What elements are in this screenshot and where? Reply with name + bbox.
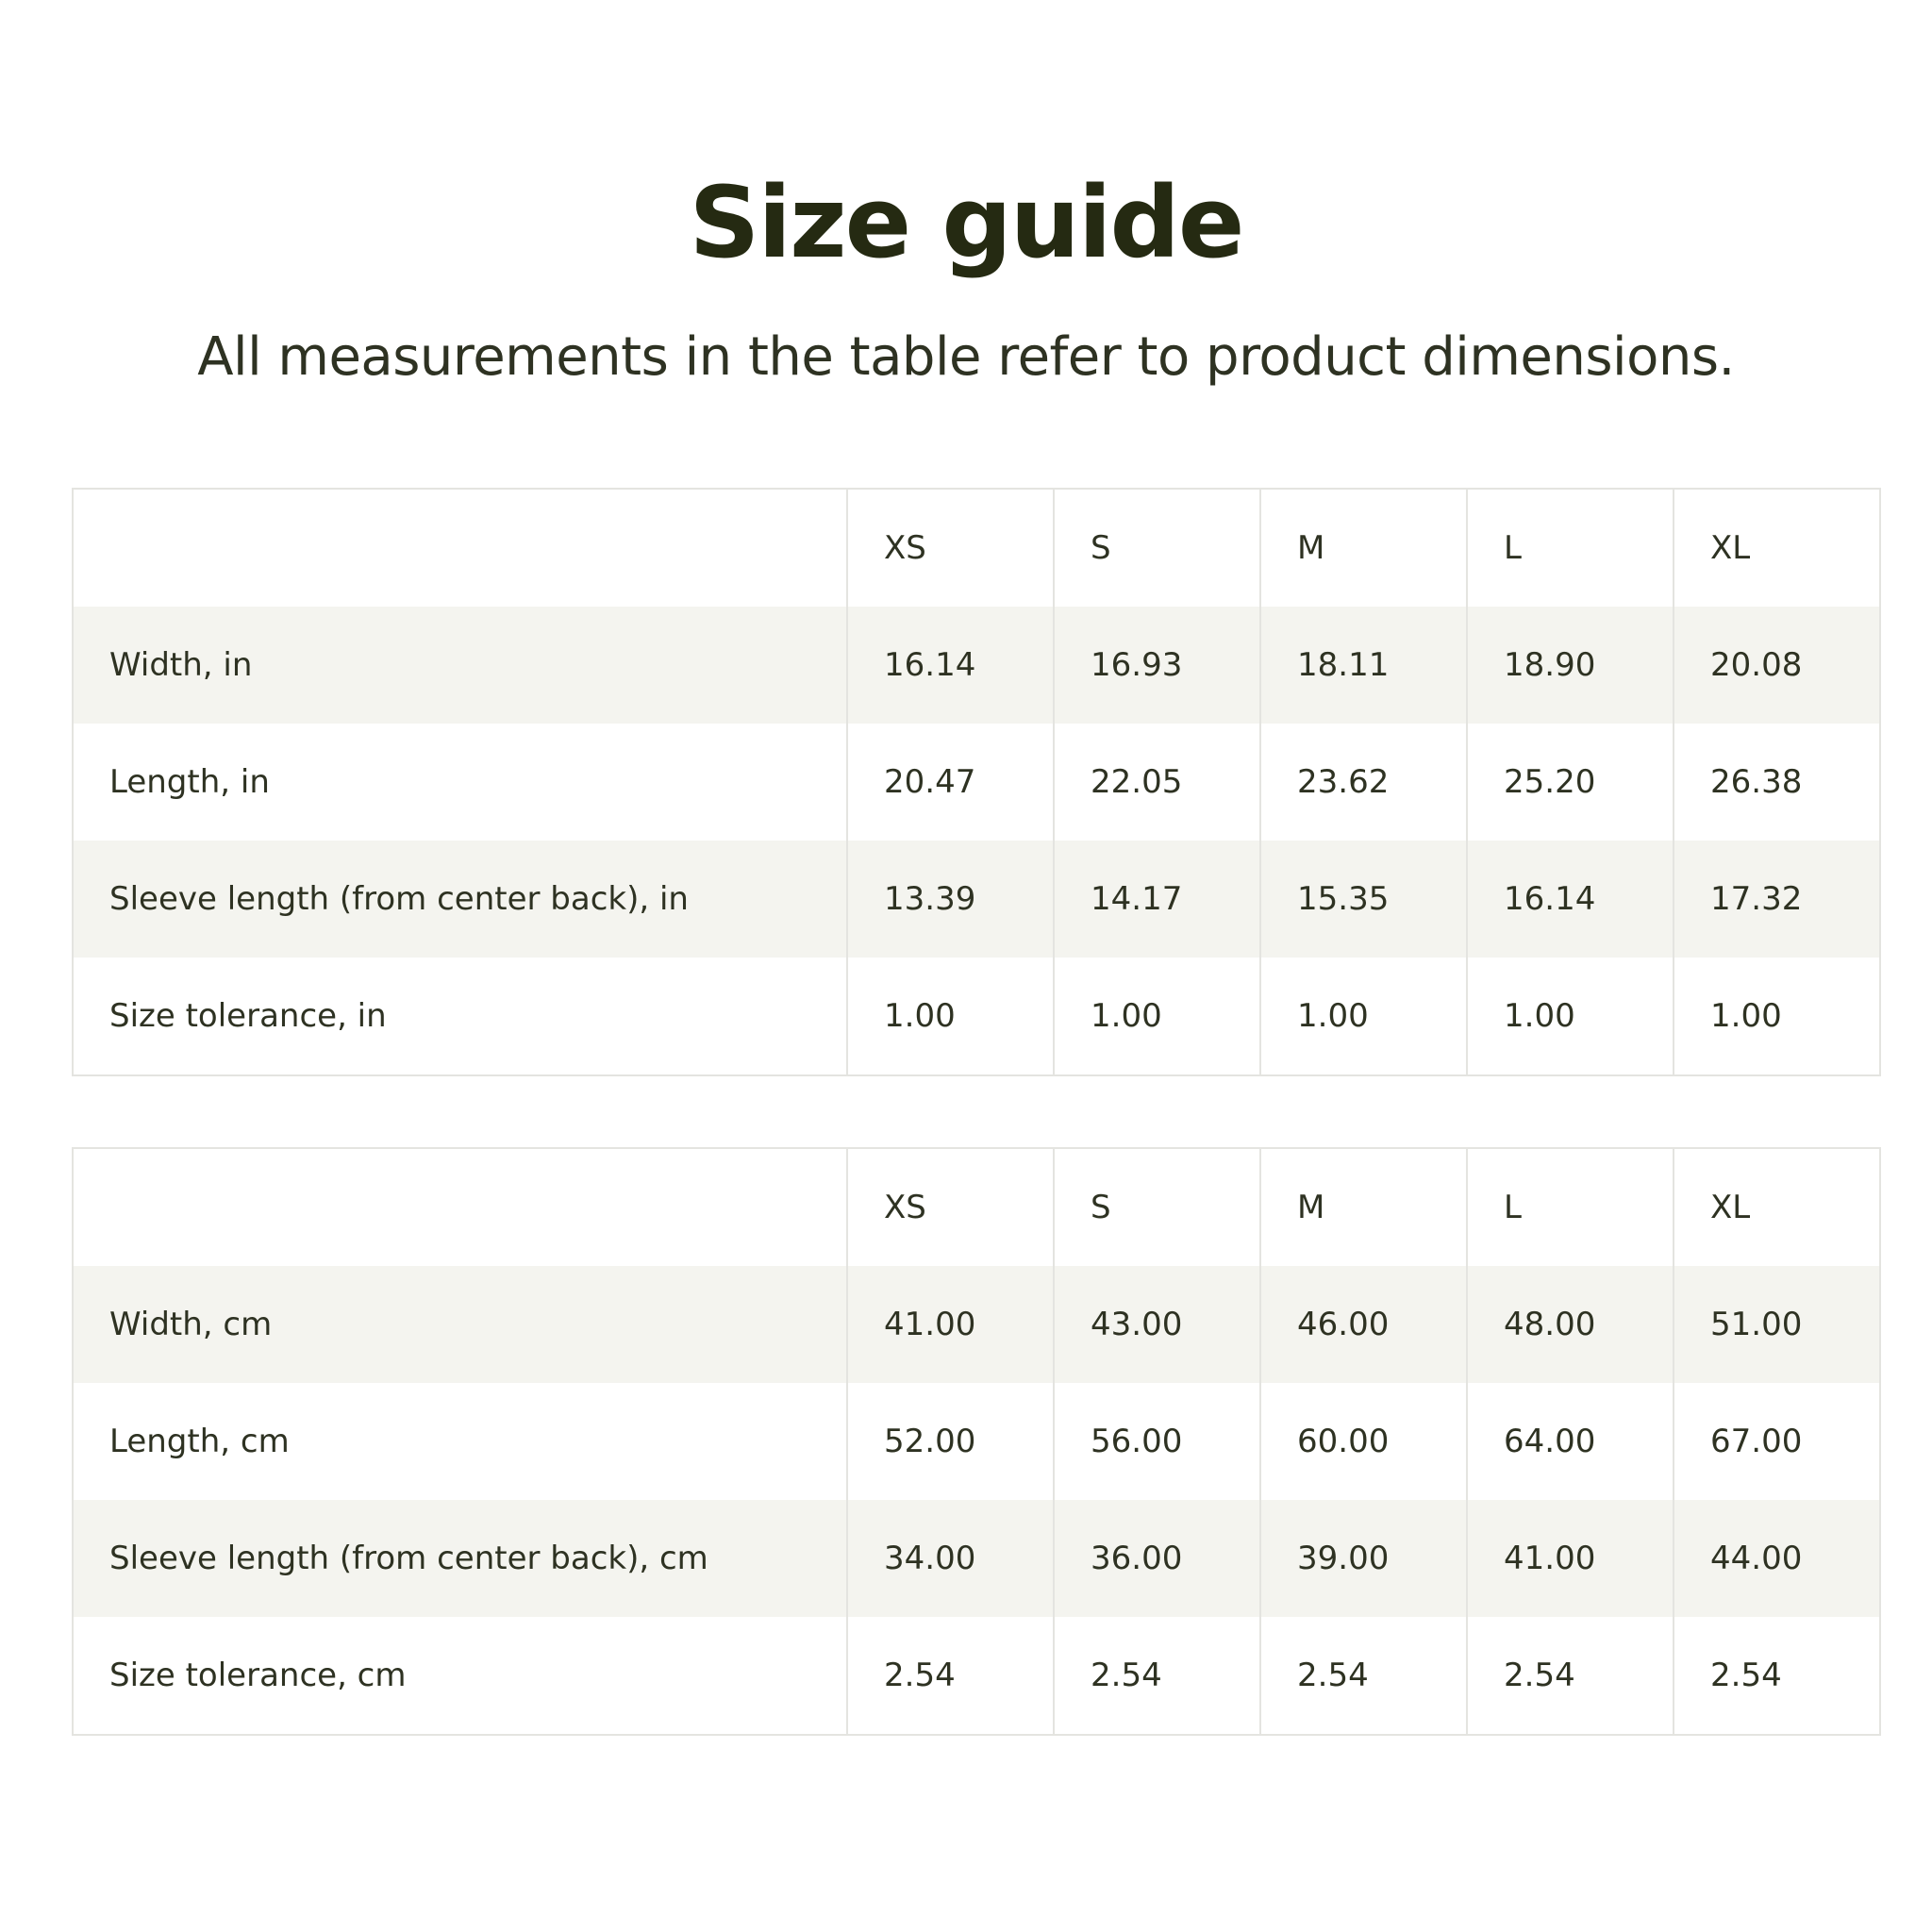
- measurement-value: 14.17: [1053, 841, 1260, 958]
- size-header: XL: [1673, 1148, 1880, 1266]
- size-table-inches: XS S M L XL Width, in 16.14 16.93 18.11 18.90 20.0…: [72, 488, 1881, 1076]
- table-row: Size tolerance, cm 2.54 2.54 2.54 2.54 2.54: [73, 1617, 1880, 1735]
- size-header: L: [1466, 489, 1674, 607]
- measurement-label: Sleeve length (from center back), in: [109, 880, 689, 918]
- measurement-value: 36.00: [1053, 1500, 1260, 1617]
- measurement-value: 39.00: [1259, 1500, 1467, 1617]
- measurement-label: Sleeve length (from center back), cm: [109, 1540, 708, 1577]
- measurement-value: 41.00: [846, 1266, 1054, 1383]
- measurement-value: 60.00: [1259, 1383, 1467, 1500]
- measurement-value: 67.00: [1673, 1383, 1880, 1500]
- measurement-value: 17.32: [1673, 841, 1880, 958]
- measurement-value: 18.11: [1259, 607, 1467, 724]
- header-row: XS S M L XL: [73, 489, 1880, 607]
- measurement-label: Size tolerance, in: [109, 997, 387, 1035]
- size-table-cm: XS S M L XL Width, cm 41.00 43.00 46.00 48.00 51.0…: [72, 1147, 1881, 1736]
- measurement-value: 48.00: [1466, 1266, 1674, 1383]
- size-header: M: [1259, 1148, 1467, 1266]
- measurement-value: 56.00: [1053, 1383, 1260, 1500]
- measurement-label: Size tolerance, cm: [109, 1657, 407, 1694]
- measurement-label: Length, cm: [109, 1423, 290, 1460]
- size-header: XS: [846, 1148, 1054, 1266]
- measurement-value: 15.35: [1259, 841, 1467, 958]
- measurement-value: 64.00: [1466, 1383, 1674, 1500]
- size-header: M: [1259, 489, 1467, 607]
- header-row: XS S M L XL: [73, 1148, 1880, 1266]
- measurement-value: 2.54: [1466, 1617, 1674, 1735]
- table-row: Size tolerance, in 1.00 1.00 1.00 1.00 1.00: [73, 958, 1880, 1075]
- measurement-value: 20.47: [846, 724, 1054, 841]
- measurement-value: 34.00: [846, 1500, 1054, 1617]
- measurement-value: 41.00: [1466, 1500, 1674, 1617]
- measurement-value: 44.00: [1673, 1500, 1880, 1617]
- measurement-value: 18.90: [1466, 607, 1674, 724]
- table-row: Length, cm 52.00 56.00 60.00 64.00 67.00: [73, 1383, 1880, 1500]
- size-header: XS: [846, 489, 1054, 607]
- table-row: Length, in 20.47 22.05 23.62 25.20 26.38: [73, 724, 1880, 841]
- table-row: Width, in 16.14 16.93 18.11 18.90 20.08: [73, 607, 1880, 724]
- measurement-value: 1.00: [1053, 958, 1260, 1075]
- size-header: L: [1466, 1148, 1674, 1266]
- measurement-value: 52.00: [846, 1383, 1054, 1500]
- table-row: Sleeve length (from center back), cm 34.0…: [73, 1500, 1880, 1617]
- measurement-value: 1.00: [1466, 958, 1674, 1075]
- measurement-value: 16.14: [846, 607, 1054, 724]
- measurement-value: 2.54: [1673, 1617, 1880, 1735]
- size-header: S: [1053, 489, 1260, 607]
- measurement-value: 2.54: [1259, 1617, 1467, 1735]
- measurement-value: 20.08: [1673, 607, 1880, 724]
- measurement-value: 43.00: [1053, 1266, 1260, 1383]
- measurement-value: 1.00: [1673, 958, 1880, 1075]
- measurement-label: Length, in: [109, 763, 270, 801]
- measurement-value: 26.38: [1673, 724, 1880, 841]
- measurement-value: 16.93: [1053, 607, 1260, 724]
- measurement-value: 22.05: [1053, 724, 1260, 841]
- page-title: Size guide: [689, 165, 1245, 280]
- table-row: Sleeve length (from center back), in 13.3…: [73, 841, 1880, 958]
- measurement-value: 13.39: [846, 841, 1054, 958]
- size-header: XL: [1673, 489, 1880, 607]
- measurement-value: 2.54: [1053, 1617, 1260, 1735]
- measurement-value: 16.14: [1466, 841, 1674, 958]
- measurement-value: 51.00: [1673, 1266, 1880, 1383]
- measurement-value: 25.20: [1466, 724, 1674, 841]
- measurement-value: 46.00: [1259, 1266, 1467, 1383]
- measurement-value: 23.62: [1259, 724, 1467, 841]
- table-row: Width, cm 41.00 43.00 46.00 48.00 51.00: [73, 1266, 1880, 1383]
- measurement-label: Width, in: [109, 646, 253, 684]
- measurement-label: Width, cm: [109, 1306, 273, 1343]
- size-header: S: [1053, 1148, 1260, 1266]
- measurement-value: 2.54: [846, 1617, 1054, 1735]
- header-blank: [73, 1148, 847, 1266]
- page-subtitle: All measurements in the table refer to p…: [197, 326, 1735, 388]
- measurement-value: 1.00: [846, 958, 1054, 1075]
- header-blank: [73, 489, 847, 607]
- measurement-value: 1.00: [1259, 958, 1467, 1075]
